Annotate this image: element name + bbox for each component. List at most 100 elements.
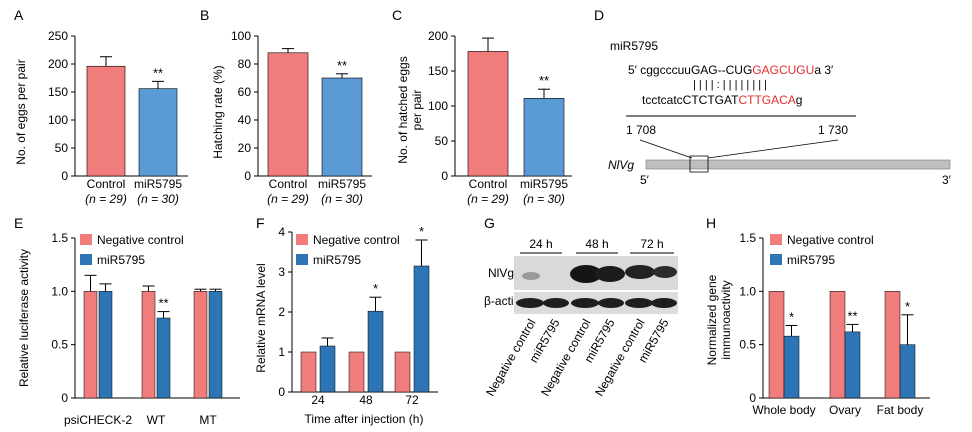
panel-f-y-tick-label-4: 4 [278,225,285,239]
panel-e-bar-0-0 [83,291,98,399]
panel-f-significance-1: * [373,281,378,296]
panel-e-legend-swatch-1 [80,254,92,265]
panel-f-legend-swatch-0 [296,234,308,245]
panel-h-significance-2: * [905,299,910,314]
panel-e-category-0: psiCHECK-2 [64,413,132,427]
panel-c-y-tick-label-4: 200 [428,29,448,43]
panel-a-bar-0 [86,65,126,177]
panel-h-ylabel-line2: immunoactivity [719,280,733,359]
panel-letter-h: H [706,215,716,231]
panel-h-bar-1-2 [899,344,916,399]
panel-d-target-seq-suffix: g [796,93,803,107]
panel-letter-d: D [594,7,604,23]
panel-g-band-vg-3 [595,266,625,282]
panel-f-y-tick-label-3: 3 [278,265,285,279]
panel-g-time-1: 48 h [585,237,608,251]
panel-c-y-tick-label-0: 0 [441,169,448,183]
panel-d-five-prime: 5′ [640,173,650,187]
panel-letter-a: A [14,7,24,23]
panel-e-legend-1: miR5795 [97,253,145,267]
panel-c-n-1: (n = 30) [523,192,565,206]
panel-f-y-tick-label-0: 0 [278,385,285,399]
panel-b-n-0: (n = 29) [267,192,309,206]
panel-g-band-vg-0 [522,272,540,280]
panel-d-mirna-seq-suffix: a 3′ [814,63,834,77]
panel-h-bar-0-2 [884,291,901,399]
panel-f-xlabel: Time after injection (h) [305,412,424,426]
panel-d-pos-end: 1 730 [818,123,848,137]
panel-b-bar-1 [321,77,363,177]
panel-e-y-tick-label-3: 1.5 [51,231,68,245]
panel-h-category-0: Whole body [752,403,815,417]
panel-f-legend-0: Negative control [313,233,400,247]
panel-d-gene-bar [645,159,951,170]
panel-e-y-tick-label-2: 1.0 [51,284,68,298]
panel-d-target-seq-red: CTTGACA [738,93,795,107]
panel-letter-b: B [200,7,209,23]
panel-g-time-2: 72 h [640,237,663,251]
panel-d-pos-start: 1 708 [626,123,656,137]
panel-d-pairing: | | | | : | | | | | | | | [693,79,767,91]
panel-g-row-label-1: β-actin [484,294,520,308]
panel-c-bar-0 [467,51,509,177]
panel-h-bar-0-1 [829,291,846,399]
chart-marks: 050100150200250**020406080100**050100150… [48,29,930,405]
panel-e-bar-1-1 [156,317,171,399]
panel-e-y-tick-label-0: 0 [61,391,68,405]
panel-a-bar-1 [138,88,178,177]
panel-letter-c: C [392,7,402,23]
panel-d-three-prime: 3′ [942,173,952,187]
panel-c-category-0: Control [469,177,508,191]
panel-c-category-1: miR5795 [520,177,568,191]
panel-b-y-tick-label-1: 20 [238,141,252,155]
panel-b-bar-0 [267,52,309,177]
panel-h-legend-0: Negative control [787,233,874,247]
panel-b-y-tick-label-3: 60 [238,85,252,99]
panel-c-ylabel-line2: per pair [410,90,424,131]
panel-c-n-0: (n = 29) [467,192,509,206]
panel-f-bar-0-1 [348,351,365,393]
panel-g-row-label-0: NlVg [488,266,514,280]
panel-h-y-tick-label-3: 1.5 [739,231,756,245]
panel-a-y-tick-label-3: 150 [48,85,68,99]
panel-c-significance-1: ** [539,73,549,88]
panel-b-category-0: Control [269,177,308,191]
panel-h-y-tick-label-1: 0.5 [739,338,756,352]
panel-b-y-tick-label-0: 0 [244,169,251,183]
panel-b-n-1: (n = 30) [321,192,363,206]
panel-f-legend-swatch-1 [296,254,308,265]
panel-c-y-tick-label-2: 100 [428,99,448,113]
panel-d-mirna-seq-red: GAGCUGU [752,63,814,77]
panel-a-y-tick-label-0: 0 [61,169,68,183]
panel-f-category-1: 48 [359,393,373,407]
panel-e-legend-0: Negative control [97,233,184,247]
panel-g-band-vg-4 [625,265,655,279]
panel-h-significance-0: * [789,309,794,324]
panel-g-time-0: 24 h [529,237,552,251]
panel-g-band-actin-2 [571,298,599,308]
panel-letter-e: E [14,215,23,231]
panel-d-gene-label: NlVg [608,158,634,172]
panel-e-bar-1-2 [208,291,223,399]
panel-h-legend-swatch-0 [770,234,782,245]
panel-h-legend-1: miR5795 [787,253,835,267]
panel-f-bar-0-0 [300,351,317,393]
panel-b-y-tick-label-2: 40 [238,113,252,127]
panel-d-zoom-line-left [639,139,693,159]
panel-f-legend-1: miR5795 [313,253,361,267]
panel-f-y-tick-label-2: 2 [278,305,285,319]
panel-f-y-tick-label-1: 1 [278,345,285,359]
panel-a-y-tick-label-4: 200 [48,57,68,71]
panel-c-y-tick-label-3: 150 [428,64,448,78]
panel-e-category-2: MT [199,413,217,427]
panel-e-bar-0-2 [193,291,208,399]
panel-b-category-1: miR5795 [318,177,366,191]
panel-g-band-vg-2 [570,265,602,283]
panel-f-significance-2: * [419,224,424,239]
panel-h-category-1: Ovary [829,403,861,417]
panel-g-band-actin-3 [598,298,624,308]
panel-e-bar-0-1 [141,291,156,399]
panel-f-bar-1-1 [367,310,384,393]
panel-a-y-tick-label-1: 50 [55,141,69,155]
